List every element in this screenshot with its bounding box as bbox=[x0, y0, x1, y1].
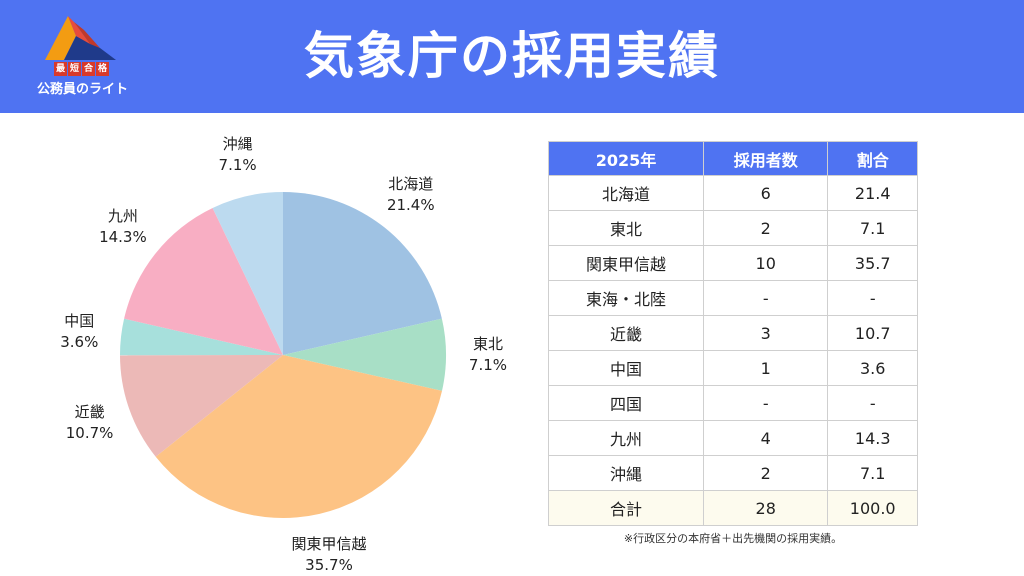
count-cell: 3 bbox=[703, 315, 829, 351]
table-row: 沖縄 2 7.1 bbox=[547, 455, 918, 491]
pie-slice-label: 近畿 10.7% bbox=[66, 402, 114, 444]
column-header-ratio: 割合 bbox=[827, 141, 918, 176]
pie-slice-label: 九州 14.3% bbox=[99, 206, 147, 248]
count-cell: 4 bbox=[703, 420, 829, 456]
table-header-row: 2025年 採用者数 割合 bbox=[547, 141, 918, 176]
logo-tag-char: 最 bbox=[54, 62, 68, 76]
slice-category: 中国 bbox=[64, 312, 95, 331]
slice-percent: 14.3% bbox=[99, 227, 147, 246]
region-cell: 四国 bbox=[547, 385, 705, 421]
pie-slice-1 bbox=[283, 318, 446, 391]
total-ratio-cell: 100.0 bbox=[827, 490, 918, 526]
table-total-row: 合計 28 100.0 bbox=[547, 490, 918, 526]
page-title: 気象庁の採用実績 bbox=[304, 27, 720, 85]
region-cell: 東北 bbox=[547, 210, 705, 246]
ratio-cell: 7.1 bbox=[827, 210, 918, 246]
pie-chart bbox=[120, 192, 446, 518]
pie-slice-3 bbox=[120, 355, 283, 457]
table-row: 東北 2 7.1 bbox=[547, 210, 918, 246]
ratio-cell: 21.4 bbox=[827, 175, 918, 211]
table-row: 四国 - - bbox=[547, 385, 918, 421]
table-row: 近畿 3 10.7 bbox=[547, 315, 918, 351]
footnote: ※行政区分の本府省＋出先機関の採用実績。 bbox=[623, 532, 843, 545]
pie-slice-label: 関東甲信越 35.7% bbox=[292, 534, 367, 576]
region-cell: 近畿 bbox=[547, 315, 705, 351]
pie-slice-label: 沖縄 7.1% bbox=[219, 134, 257, 176]
logo-tagline: 最 短 合 格 bbox=[54, 62, 110, 76]
region-cell: 関東甲信越 bbox=[547, 245, 705, 281]
region-cell: 沖縄 bbox=[547, 455, 705, 491]
logo-mountain-icon bbox=[45, 16, 116, 60]
slice-percent: 35.7% bbox=[305, 555, 353, 574]
ratio-cell: 35.7 bbox=[827, 245, 918, 281]
slice-category: 北海道 bbox=[388, 174, 434, 193]
region-cell: 中国 bbox=[547, 350, 705, 386]
slice-percent: 10.7% bbox=[65, 423, 114, 442]
pie-slice-4 bbox=[120, 318, 283, 356]
table-row: 九州 4 14.3 bbox=[547, 420, 918, 456]
ratio-cell: 3.6 bbox=[827, 350, 918, 386]
count-cell: - bbox=[703, 280, 829, 316]
table-row: 関東甲信越 10 35.7 bbox=[547, 245, 918, 281]
count-cell: - bbox=[703, 385, 829, 421]
slice-category: 近畿 bbox=[74, 402, 105, 421]
table-row: 北海道 6 21.4 bbox=[547, 175, 918, 211]
table-row: 東海・北陸 - - bbox=[547, 280, 918, 316]
total-label-cell: 合計 bbox=[547, 490, 705, 526]
table-row: 中国 1 3.6 bbox=[547, 350, 918, 386]
brand-logo[interactable]: 最 短 合 格 公務員のライト bbox=[30, 12, 135, 100]
pie-chart-area: 北海道 21.4% 東北 7.1% 関東甲信越 35.7% 近畿 10.7% 中国 3.6% 九州 1… bbox=[0, 113, 540, 576]
pie-slice-label: 北海道 21.4% bbox=[387, 174, 435, 216]
slice-percent: 7.1% bbox=[468, 355, 508, 374]
slice-category: 沖縄 bbox=[222, 135, 253, 154]
slice-category: 九州 bbox=[107, 206, 138, 225]
slice-category: 関東甲信越 bbox=[291, 534, 367, 553]
pie-slice-label: 中国 3.6% bbox=[60, 311, 98, 353]
ratio-cell: - bbox=[827, 385, 918, 421]
region-cell: 東海・北陸 bbox=[547, 280, 705, 316]
slice-percent: 3.6% bbox=[60, 333, 99, 352]
logo-brand-name: 公務員のライト bbox=[36, 82, 128, 97]
count-cell: 10 bbox=[703, 245, 829, 281]
column-header-year: 2025年 bbox=[547, 141, 705, 176]
count-cell: 2 bbox=[703, 455, 829, 491]
recruitment-table: 2025年 採用者数 割合 北海道 6 21.4 東北 2 7.1 関東甲信越 … bbox=[547, 141, 918, 526]
logo-tag-char: 合 bbox=[82, 62, 96, 76]
slice-category: 東北 bbox=[472, 334, 503, 353]
logo-tag-char: 短 bbox=[68, 62, 82, 76]
pie-slice-label: 東北 7.1% bbox=[469, 334, 507, 376]
slice-percent: 21.4% bbox=[386, 195, 435, 214]
count-cell: 1 bbox=[703, 350, 829, 386]
header-banner: 最 短 合 格 公務員のライト 気象庁の採用実績 bbox=[0, 0, 1024, 113]
ratio-cell: 10.7 bbox=[827, 315, 918, 351]
count-cell: 6 bbox=[703, 175, 829, 211]
pie-slice-6 bbox=[212, 192, 283, 355]
pie-slice-0 bbox=[283, 192, 442, 355]
region-cell: 北海道 bbox=[547, 175, 705, 211]
logo-tag-char: 格 bbox=[96, 62, 110, 76]
ratio-cell: 14.3 bbox=[827, 420, 918, 456]
pie-slice-2 bbox=[155, 355, 443, 518]
ratio-cell: - bbox=[827, 280, 918, 316]
pie-slice-5 bbox=[124, 207, 283, 355]
slice-percent: 7.1% bbox=[218, 156, 257, 175]
ratio-cell: 7.1 bbox=[827, 455, 918, 491]
count-cell: 2 bbox=[703, 210, 829, 246]
region-cell: 九州 bbox=[547, 420, 705, 456]
total-count-cell: 28 bbox=[703, 490, 829, 526]
column-header-count: 採用者数 bbox=[703, 141, 829, 176]
